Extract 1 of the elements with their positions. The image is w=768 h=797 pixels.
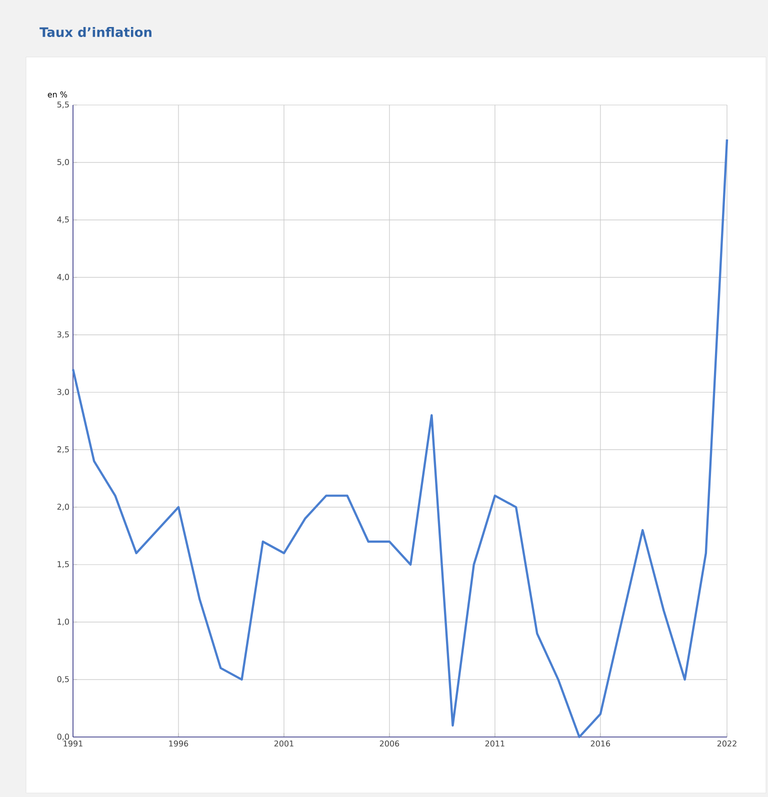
chart-title: Taux d’inflation xyxy=(40,26,152,38)
